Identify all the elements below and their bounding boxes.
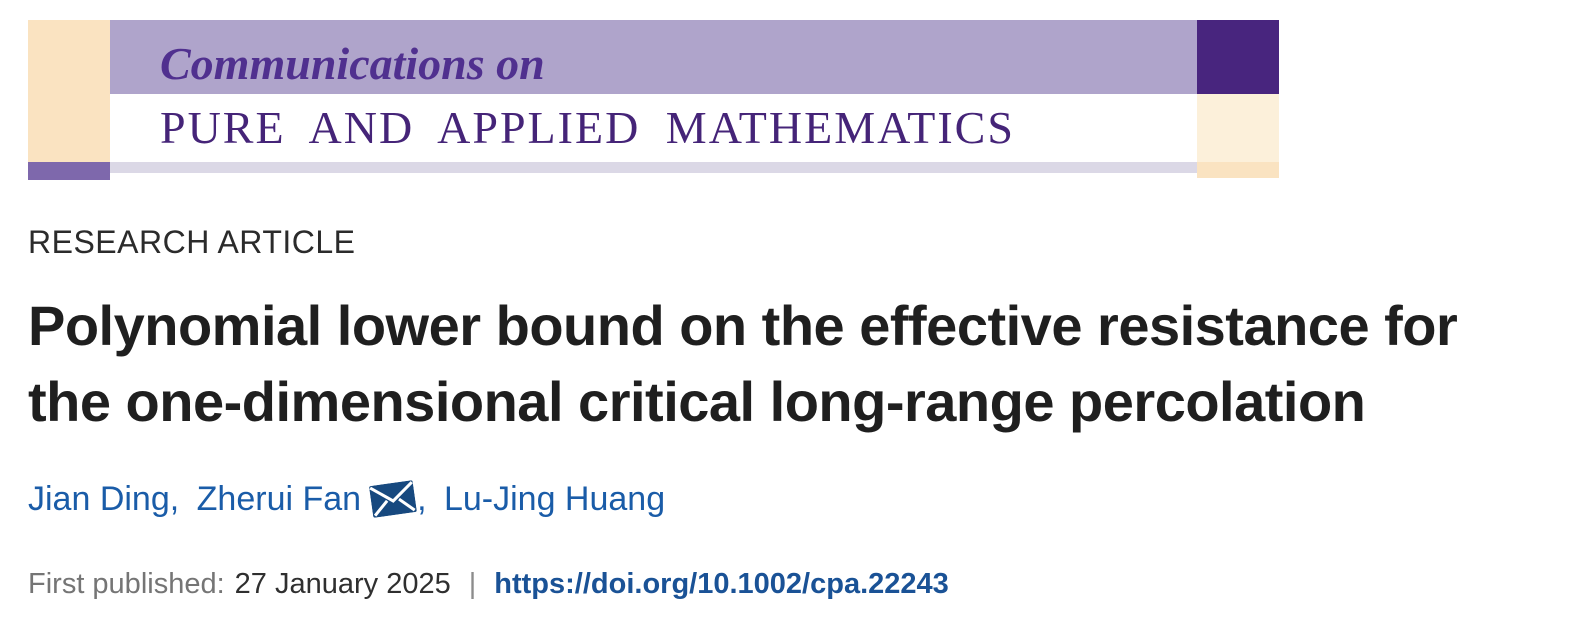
banner-middle-band: PURE AND APPLIED MATHEMATICS (110, 94, 1197, 162)
author-separator: , (169, 480, 180, 518)
banner-top-band: Communications on (110, 20, 1197, 94)
banner-left-purple-block (28, 162, 110, 180)
doi-link[interactable]: https://doi.org/10.1002/cpa.22243 (494, 568, 949, 600)
banner-left-cream-strip (28, 20, 110, 162)
envelope-icon[interactable] (369, 477, 418, 522)
article-type-label: RESEARCH ARTICLE (28, 224, 356, 260)
author-list: Jian Ding, Zherui Fan, Lu-Jing Huang (28, 480, 665, 519)
author-link-zherui-fan[interactable]: Zherui Fan (196, 480, 362, 518)
banner-right-cream-block (1197, 94, 1279, 162)
page-title: Polynomial lower bound on the effective … (28, 288, 1558, 440)
first-published-date: 27 January 2025 (234, 568, 451, 600)
divider-bar: | (468, 568, 477, 600)
publication-info: First published: 27 January 2025 | https://… (28, 568, 949, 601)
title-line-1: Polynomial lower bound on the effective … (28, 294, 1458, 357)
author-link-jian-ding[interactable]: Jian Ding (28, 480, 170, 518)
first-published-label: First published: (28, 568, 225, 600)
journal-banner[interactable]: Communications on PURE AND APPLIED MATHE… (28, 20, 1279, 180)
banner-bottom-gray-strip (110, 162, 1197, 173)
title-line-2: the one-dimensional critical long-range … (28, 370, 1366, 433)
author-separator: , (417, 480, 427, 518)
journal-name-script: Communications on (160, 38, 545, 90)
author-link-lu-jing-huang[interactable]: Lu-Jing Huang (443, 480, 666, 518)
banner-right-purple-square (1197, 20, 1279, 94)
banner-right-cream-strip (1197, 162, 1279, 178)
journal-name-caps: PURE AND APPLIED MATHEMATICS (160, 102, 1015, 153)
